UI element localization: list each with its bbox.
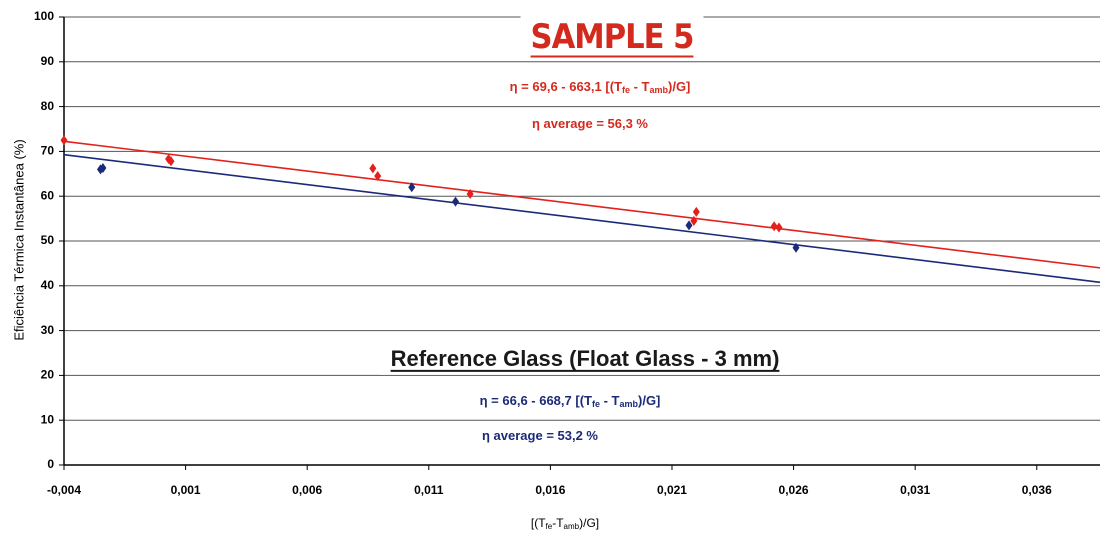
point — [408, 182, 416, 193]
y-tick-label: 20 — [41, 368, 55, 382]
x-tick-label: 0,016 — [535, 483, 565, 497]
annotation-part: SAMPLE 5 — [531, 17, 694, 57]
x-tick-label: 0,021 — [657, 483, 687, 497]
x-tick-label: 0,026 — [779, 483, 809, 497]
x-axis-label-sub: amb — [564, 522, 580, 531]
point — [99, 162, 107, 173]
y-tick-label: 60 — [41, 188, 55, 202]
annotation-bg — [380, 341, 790, 375]
annotation-bg — [522, 112, 659, 136]
point — [369, 163, 377, 174]
y-tick-label: 30 — [41, 323, 55, 337]
point — [167, 156, 175, 167]
annotation: SAMPLE 5 — [531, 17, 694, 57]
y-tick-label: 40 — [41, 278, 55, 292]
trendline — [63, 153, 1101, 284]
point — [452, 196, 460, 207]
point — [692, 206, 700, 217]
annotation: η average = 53,2 % — [482, 428, 598, 443]
x-tick-label: 0,031 — [900, 483, 930, 497]
point — [374, 171, 382, 182]
annotation-part: Reference Glass (Float Glass - 3 mm) — [391, 346, 780, 371]
annotation-part: )/G] — [668, 79, 690, 94]
y-tick-label: 50 — [41, 233, 55, 247]
x-axis-label-part: -T — [552, 516, 564, 530]
x-tick-label: 0,011 — [414, 483, 444, 497]
point — [685, 220, 693, 231]
x-tick-label: 0,036 — [1022, 483, 1052, 497]
point — [775, 222, 783, 233]
annotation-bg — [499, 75, 701, 100]
annotation: η = 66,6 - 668,7 [(Tfe - Tamb)/G] — [480, 393, 661, 409]
annotation-part: - T — [600, 393, 620, 408]
y-tick-label: 100 — [34, 9, 54, 23]
annotation-sub: amb — [619, 399, 638, 409]
trendline — [63, 140, 1101, 269]
annotation: η average = 56,3 % — [532, 116, 648, 131]
annotation-part: η average = 53,2 % — [482, 428, 598, 443]
x-tick-label: 0,006 — [292, 483, 322, 497]
annotation: Reference Glass (Float Glass - 3 mm) — [391, 346, 780, 371]
point — [60, 135, 68, 146]
y-tick-label: 90 — [41, 54, 55, 68]
annotation-part: η = 69,6 - 663,1 [(T — [510, 79, 622, 94]
annotation-bg — [472, 424, 609, 448]
point — [792, 242, 800, 253]
annotation-sub: amb — [649, 85, 668, 95]
x-tick-label: -0,004 — [47, 483, 81, 497]
annotation-sub: fe — [592, 399, 600, 409]
point — [690, 215, 698, 226]
y-tick-label: 0 — [47, 457, 54, 471]
annotation-part: - T — [630, 79, 650, 94]
annotation-bg — [520, 12, 704, 61]
annotation-bg — [469, 389, 671, 414]
annotation: η = 69,6 - 663,1 [(Tfe - Tamb)/G] — [510, 79, 691, 95]
y-tick-label: 10 — [41, 412, 55, 426]
annotation-part: η = 66,6 - 668,7 [(T — [480, 393, 592, 408]
x-axis-label-sub: fe — [546, 522, 553, 531]
annotation-sub: fe — [622, 85, 630, 95]
x-axis-label-part: )/G] — [579, 516, 599, 530]
point — [466, 188, 474, 199]
y-tick-label: 70 — [41, 144, 55, 158]
annotation-part: η average = 56,3 % — [532, 116, 648, 131]
y-axis-label: Eficiência Térmica Instantânea (%) — [11, 139, 26, 340]
annotation-part: )/G] — [638, 393, 660, 408]
y-tick-label: 80 — [41, 99, 55, 113]
x-axis-label: [(Tfe-Tamb)/G] — [531, 516, 599, 531]
x-tick-label: 0,001 — [171, 483, 201, 497]
x-axis-label-part: [(T — [531, 516, 546, 530]
point — [770, 221, 778, 232]
